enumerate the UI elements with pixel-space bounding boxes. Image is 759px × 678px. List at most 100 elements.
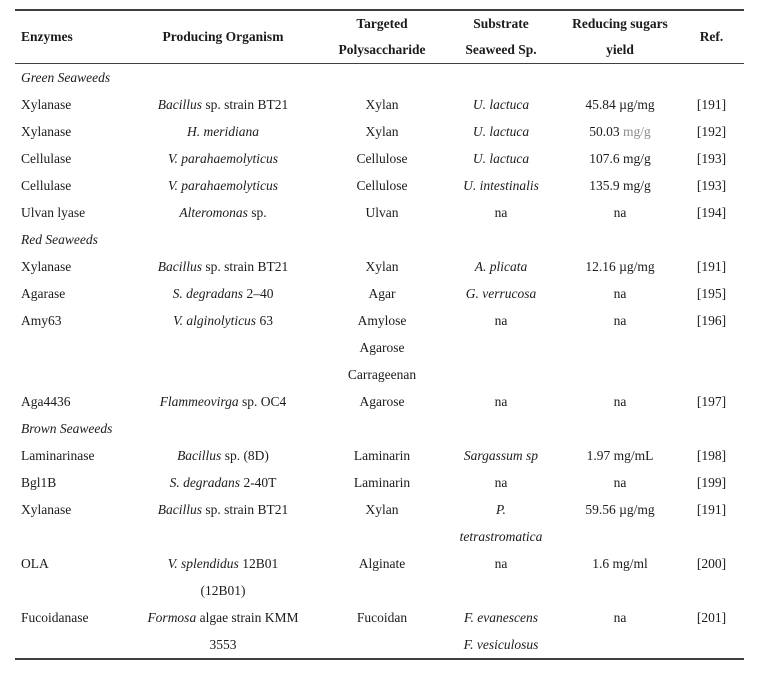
text-segment: 1.97 mg/mL — [586, 447, 654, 463]
cell-line: Bacillus sp. strain BT21 — [123, 91, 323, 118]
cell-line: 3553 — [123, 631, 323, 658]
cell-ref: [191] — [679, 253, 744, 280]
cell-line: Laminarinase — [15, 442, 123, 469]
text-segment: [193] — [696, 150, 727, 166]
text-segment: Bgl1B — [21, 474, 57, 490]
text-segment: sp. OC4 — [238, 393, 287, 409]
cell-polysaccharide: Fucoidan — [323, 604, 441, 658]
table-row: OLA V. splendidus 12B01 (12B01) Alginate na 1… — [15, 550, 744, 604]
cell-line: na — [441, 199, 561, 226]
cell-line: [201] — [679, 604, 744, 631]
cell-line: 1.97 mg/mL — [561, 442, 679, 469]
cell-line: Bgl1B — [15, 469, 123, 496]
text-segment: Laminarin — [353, 474, 411, 490]
text-segment: [191] — [696, 96, 727, 112]
text-segment: Agarose — [359, 393, 405, 409]
text-segment: na — [613, 474, 627, 490]
cell-polysaccharide: Xylan — [323, 118, 441, 145]
cell-enzyme: OLA — [15, 550, 123, 604]
cell-line: na — [561, 307, 679, 334]
cell-substrate: U. lactuca — [441, 91, 561, 118]
cell-polysaccharide: Amylose Agarose Carrageenan — [323, 307, 441, 388]
cell-line: Cellulose — [323, 172, 441, 199]
text-segment: sp. strain BT21 — [202, 258, 289, 274]
cell-line: 107.6 mg/g — [561, 145, 679, 172]
cell-line: U. lactuca — [441, 145, 561, 172]
cell-enzyme: Agarase — [15, 280, 123, 307]
cell-ref: [201] — [679, 604, 744, 658]
cell-line: G. verrucosa — [441, 280, 561, 307]
cell-polysaccharide: Agar — [323, 280, 441, 307]
cell-organism: Bacillus sp. (8D) — [123, 442, 323, 469]
text-segment: Ulvan lyase — [21, 204, 86, 220]
text-segment: V. alginolyticus — [173, 312, 257, 328]
column-header-substrate-seaweed: Substrate Seaweed Sp. — [441, 11, 561, 63]
cell-line: Carrageenan — [323, 361, 441, 388]
cell-polysaccharide: Ulvan — [323, 199, 441, 226]
text-segment: S. degradans — [172, 285, 244, 301]
cell-substrate: U. intestinalis — [441, 172, 561, 199]
table-row: Xylanase H. meridiana Xylan U. lactuca 50.03… — [15, 118, 744, 145]
table-row: Ulvan lyase Alteromonas sp. Ulvan na na [194] — [15, 199, 744, 226]
table-row: Amy63 V. alginolyticus 63 Amylose Agarose Ca… — [15, 307, 744, 388]
cell-line: [199] — [679, 469, 744, 496]
cell-substrate: U. lactuca — [441, 118, 561, 145]
text-segment: Laminarinase — [21, 447, 95, 463]
table-header-row: Enzymes Producing Organism Targeted Poly… — [15, 11, 744, 64]
cell-line: Agarose — [323, 334, 441, 361]
text-segment: [191] — [696, 258, 727, 274]
text-segment: na — [494, 555, 508, 571]
table-row: Bgl1B S. degradans 2-40T Laminarin na na [199… — [15, 469, 744, 496]
cell-line: U. intestinalis — [441, 172, 561, 199]
cell-ref: [193] — [679, 145, 744, 172]
cell-polysaccharide: Xylan — [323, 496, 441, 550]
cell-polysaccharide: Alginate — [323, 550, 441, 604]
cell-enzyme: Xylanase — [15, 496, 123, 550]
cell-line: U. lactuca — [441, 91, 561, 118]
text-segment: na — [613, 609, 627, 625]
cell-line: 59.56 µg/mg — [561, 496, 679, 523]
cell-line: Xylanase — [15, 253, 123, 280]
text-segment: U. intestinalis — [463, 177, 539, 193]
cell-line: Xylan — [323, 118, 441, 145]
cell-line: F. vesiculosus — [441, 631, 561, 658]
text-segment: S. degradans — [169, 474, 241, 490]
cell-line: Laminarin — [323, 469, 441, 496]
enzymes-table: Enzymes Producing Organism Targeted Poly… — [15, 9, 744, 660]
text-segment: 1.6 mg/ml — [592, 555, 648, 571]
text-segment: F. evanescens — [464, 609, 538, 625]
text-segment: V. parahaemolyticus — [168, 177, 278, 193]
column-header-label: Reducing sugars — [572, 16, 668, 31]
text-segment: Xylanase — [21, 123, 72, 139]
cell-line: na — [441, 388, 561, 415]
cell-organism: V. parahaemolyticus — [123, 172, 323, 199]
cell-line: [200] — [679, 550, 744, 577]
text-segment: U. lactuca — [472, 96, 530, 112]
cell-line: Formosa algae strain KMM — [123, 604, 323, 631]
cell-line: Sargassum sp — [441, 442, 561, 469]
text-segment: Xylanase — [21, 501, 72, 517]
cell-line: na — [561, 388, 679, 415]
cell-line: Amylose — [323, 307, 441, 334]
cell-line: S. degradans 2-40T — [123, 469, 323, 496]
text-segment: Carrageenan — [347, 366, 417, 382]
text-segment: na — [494, 393, 508, 409]
cell-enzyme: Bgl1B — [15, 469, 123, 496]
cell-line: Alteromonas sp. — [123, 199, 323, 226]
cell-enzyme: Cellulase — [15, 145, 123, 172]
cell-yield: na — [561, 280, 679, 307]
text-segment: Aga4436 — [21, 393, 71, 409]
text-segment: Cellulose — [356, 150, 408, 166]
text-segment: sp. (8D) — [221, 447, 269, 463]
cell-line: Xylan — [323, 91, 441, 118]
cell-line: H. meridiana — [123, 118, 323, 145]
cell-yield: 45.84 µg/mg — [561, 91, 679, 118]
text-segment: 2–40 — [243, 285, 274, 301]
column-header-enzymes: Enzymes — [15, 11, 123, 63]
cell-yield: na — [561, 469, 679, 496]
cell-enzyme: Cellulase — [15, 172, 123, 199]
text-segment: Fucoidanase — [21, 609, 89, 625]
cell-yield: na — [561, 604, 679, 658]
cell-substrate: na — [441, 550, 561, 604]
cell-enzyme: Amy63 — [15, 307, 123, 388]
